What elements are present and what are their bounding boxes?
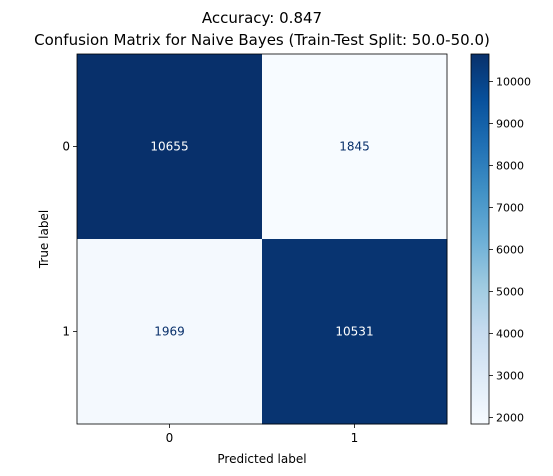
chart-title: Confusion Matrix for Naive Bayes (Train-… [34, 31, 490, 49]
y-tick-label-1: 1 [62, 325, 70, 339]
colorbar-tick-label-2: 4000 [496, 327, 524, 340]
colorbar [470, 53, 490, 425]
matrix-cell-0-1 [262, 54, 448, 240]
matrix-cell-1-1 [262, 239, 448, 425]
plot-frame [76, 53, 448, 425]
matrix-cell-1-0 [77, 239, 263, 425]
colorbar-tick-label-4: 6000 [496, 243, 524, 256]
colorbar-ticks: 2000 3000 4000 5000 6000 7000 8000 9000 10000 [489, 76, 531, 424]
matrix-cell-0-0 [77, 54, 263, 240]
colorbar-tick-label-3: 5000 [496, 285, 524, 298]
colorbar-tick-label-0: 2000 [496, 411, 524, 424]
x-axis-label: Predicted label [217, 452, 306, 466]
cell-value-1-1: 10531 [335, 325, 373, 339]
colorbar-tick-label-6: 8000 [496, 160, 524, 173]
matrix-cell-labels: 10655 1845 1969 10531 [150, 140, 373, 339]
colorbar-tick-label-7: 9000 [496, 118, 524, 131]
cell-value-0-0: 10655 [150, 140, 188, 154]
y-axis-label: True label [37, 210, 51, 269]
y-tick-label-0: 0 [62, 140, 70, 154]
cell-value-0-1: 1845 [339, 140, 370, 154]
colorbar-tick-label-8: 10000 [496, 76, 531, 89]
cell-value-1-0: 1969 [154, 325, 185, 339]
colorbar-tick-label-5: 7000 [496, 202, 524, 215]
y-axis-ticks: 01 [62, 140, 77, 339]
x-tick-label-1: 1 [351, 431, 359, 445]
x-tick-label-0: 0 [166, 431, 174, 445]
matrix-cells [77, 54, 448, 425]
colorbar-tick-label-1: 3000 [496, 369, 524, 382]
chart-title-accuracy: Accuracy: 0.847 [202, 9, 322, 27]
